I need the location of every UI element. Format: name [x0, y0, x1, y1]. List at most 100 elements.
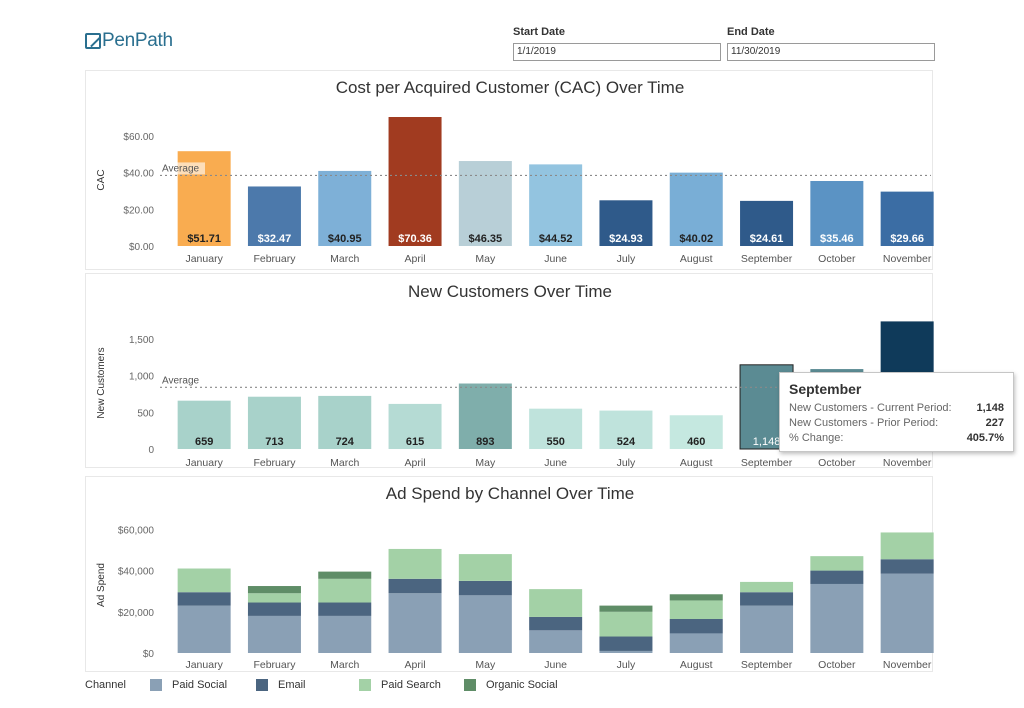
end-date-filter: End Date: [727, 26, 935, 61]
x-tick-label: April: [405, 659, 426, 671]
bar-segment: [177, 568, 231, 593]
x-tick-label: October: [818, 457, 856, 469]
x-tick-label: January: [185, 457, 223, 469]
bar-segment: [388, 593, 442, 653]
ad-spend-chart: Ad Spend by Channel Over Time Ad Spend $0 $…: [96, 484, 934, 671]
bar-segment: [669, 633, 723, 653]
x-tick-label: May: [475, 659, 496, 671]
bar-segment: [740, 592, 794, 606]
y-axis-label: New Customers: [96, 347, 107, 418]
x-tick-label: August: [680, 253, 713, 265]
tooltip-label: % Change:: [789, 432, 844, 444]
bar: [247, 396, 301, 449]
x-tick-label: September: [741, 457, 793, 469]
start-date-input[interactable]: [513, 42, 721, 61]
legend-swatch: [359, 679, 371, 691]
data-label: $40.95: [328, 233, 362, 245]
bar-segment: [669, 600, 723, 619]
x-tick-label: June: [544, 457, 567, 469]
logo-text: PenPath: [102, 30, 173, 51]
bar-segment: [529, 630, 583, 653]
penpath-logo: PenPath: [85, 30, 173, 52]
x-tick-label: September: [741, 659, 793, 671]
x-tick-label: October: [818, 253, 856, 265]
legend-item-paid-social[interactable]: Paid Social: [150, 679, 227, 691]
bar-segment: [318, 571, 372, 579]
chart-title: Cost per Acquired Customer (CAC) Over Ti…: [336, 78, 685, 97]
bar: [599, 410, 653, 449]
data-label: $44.52: [539, 233, 573, 245]
bar: [388, 403, 442, 449]
bar: [318, 170, 372, 246]
y-axis-label: CAC: [96, 169, 107, 190]
x-tick-label: July: [617, 457, 636, 469]
bar: [529, 408, 583, 449]
x-tick-label: March: [330, 457, 359, 469]
bar-segment: [880, 559, 934, 574]
tooltip-value: 1,148: [976, 402, 1004, 414]
legend-item-email[interactable]: Email: [256, 679, 306, 691]
data-label: $46.35: [469, 233, 503, 245]
y-tick-label: 1,000: [129, 372, 154, 383]
cac-chart: Cost per Acquired Customer (CAC) Over Ti…: [96, 78, 934, 265]
x-tick-label: October: [818, 659, 856, 671]
bar-segment: [669, 619, 723, 634]
bar: [599, 200, 653, 246]
chart-title: Ad Spend by Channel Over Time: [386, 484, 635, 503]
data-label: 615: [406, 436, 424, 448]
x-tick-label: March: [330, 253, 359, 265]
x-tick-label: November: [883, 659, 932, 671]
bar-segment: [247, 602, 301, 616]
tooltip-row: % Change: 405.7%: [789, 431, 1004, 446]
average-label: Average: [162, 375, 200, 386]
x-tick-label: February: [253, 457, 296, 469]
y-tick-label: $60,000: [118, 525, 155, 536]
bar-segment: [388, 578, 442, 594]
bar: [669, 415, 723, 449]
bar-segment: [247, 586, 301, 594]
bar-segment: [318, 578, 372, 603]
x-tick-label: August: [680, 457, 713, 469]
tooltip-value: 227: [985, 417, 1004, 429]
average-label-bg: [161, 162, 205, 175]
bar-segment: [529, 589, 583, 617]
x-tick-label: March: [330, 659, 359, 671]
bar-segment: [880, 573, 934, 653]
x-tick-label: September: [741, 253, 793, 265]
y-tick-label: $20.00: [123, 205, 154, 216]
x-tick-label: February: [253, 659, 296, 671]
data-label: $70.36: [398, 233, 432, 245]
bar: [740, 200, 794, 246]
average-label-bg: [161, 374, 205, 387]
data-label: 524: [617, 436, 636, 448]
legend-item-paid-search[interactable]: Paid Search: [359, 679, 441, 691]
legend-title: Channel: [85, 679, 126, 691]
legend-swatch: [150, 679, 162, 691]
bar-segment: [177, 605, 231, 653]
x-tick-label: August: [680, 659, 713, 671]
average-label: Average: [162, 163, 200, 174]
tooltip-title: September: [789, 381, 862, 397]
legend-item-organic-social[interactable]: Organic Social: [464, 679, 558, 691]
chart-title: New Customers Over Time: [408, 282, 612, 301]
legend-label: Organic Social: [486, 679, 558, 691]
bar-segment: [599, 605, 653, 612]
y-tick-label: $0: [143, 649, 155, 660]
data-label: 550: [546, 436, 564, 448]
bar-segment: [599, 636, 653, 651]
y-tick-label: 500: [137, 408, 154, 419]
legend-swatch: [256, 679, 268, 691]
y-tick-label: 0: [148, 445, 154, 456]
data-label: $29.66: [890, 233, 924, 245]
x-tick-label: June: [544, 253, 567, 265]
x-tick-label: February: [253, 253, 296, 265]
start-date-filter: Start Date: [513, 26, 721, 61]
end-date-input[interactable]: [727, 42, 935, 61]
bar: [669, 172, 723, 246]
tooltip-label: New Customers - Prior Period:: [789, 417, 939, 429]
x-tick-label: April: [405, 457, 426, 469]
x-tick-label: July: [617, 659, 636, 671]
cac-chart-panel: Cost per Acquired Customer (CAC) Over Ti…: [85, 70, 934, 270]
x-tick-label: January: [185, 253, 223, 265]
bar-segment: [247, 615, 301, 653]
